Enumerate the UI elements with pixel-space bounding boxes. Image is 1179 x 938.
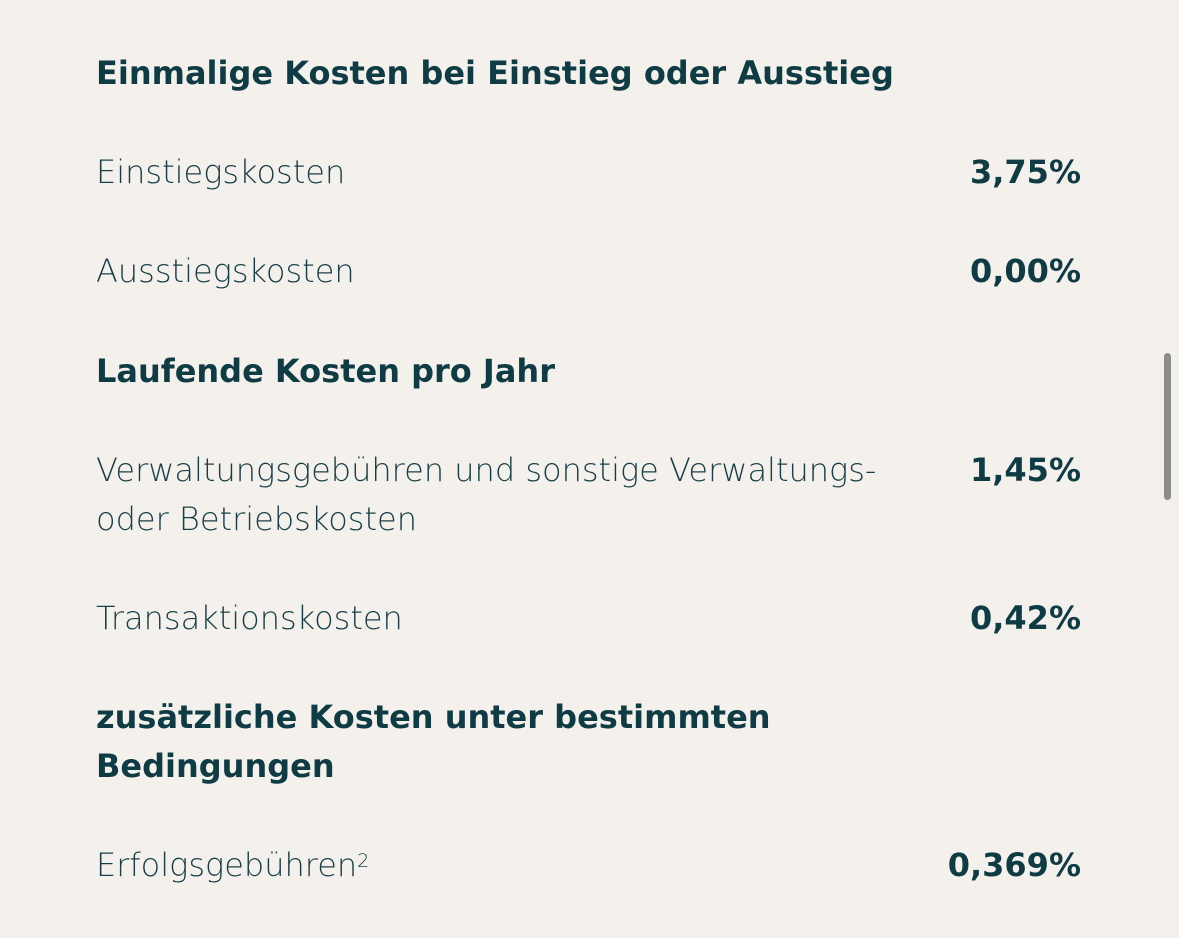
cost-label: Einstiegskosten [96, 153, 346, 191]
cost-label: Ausstiegskosten [96, 252, 355, 290]
cost-row-exit: Ausstiegskosten 0,00% [96, 247, 1081, 296]
cost-value: 1,45% [969, 451, 1081, 489]
performance-fees-label: Erfolgsgebühren [96, 846, 358, 884]
cost-label: Verwaltungsgebühren und sonstige Verwalt… [96, 451, 877, 538]
scrollbar[interactable] [1163, 0, 1179, 938]
cost-row-entry: Einstiegskosten 3,75% [96, 148, 1081, 197]
cost-value: 0,369% [947, 846, 1081, 884]
section-heading-one-time-costs: Einmalige Kosten bei Einstieg oder Ausst… [96, 54, 894, 92]
cost-row-management-fees: Verwaltungsgebühren und sonstige Verwalt… [96, 446, 1081, 544]
cost-row-transaction: Transaktionskosten 0,42% [96, 594, 1081, 643]
scrollbar-thumb[interactable] [1164, 353, 1171, 500]
cost-label: Erfolgsgebühren2 [96, 841, 369, 890]
section-heading-running-costs: Laufende Kosten pro Jahr [96, 352, 555, 390]
cost-row-performance-fees: Erfolgsgebühren2 0,369% [96, 841, 1081, 890]
cost-value: 3,75% [969, 153, 1081, 191]
cost-label: Transaktionskosten [96, 599, 403, 637]
cost-value: 0,42% [969, 599, 1081, 637]
footnote-marker: 2 [357, 850, 370, 872]
section-heading-additional-costs: zusätzliche Kosten unter bestimmten Bedi… [96, 698, 771, 785]
cost-value: 0,00% [969, 252, 1081, 290]
